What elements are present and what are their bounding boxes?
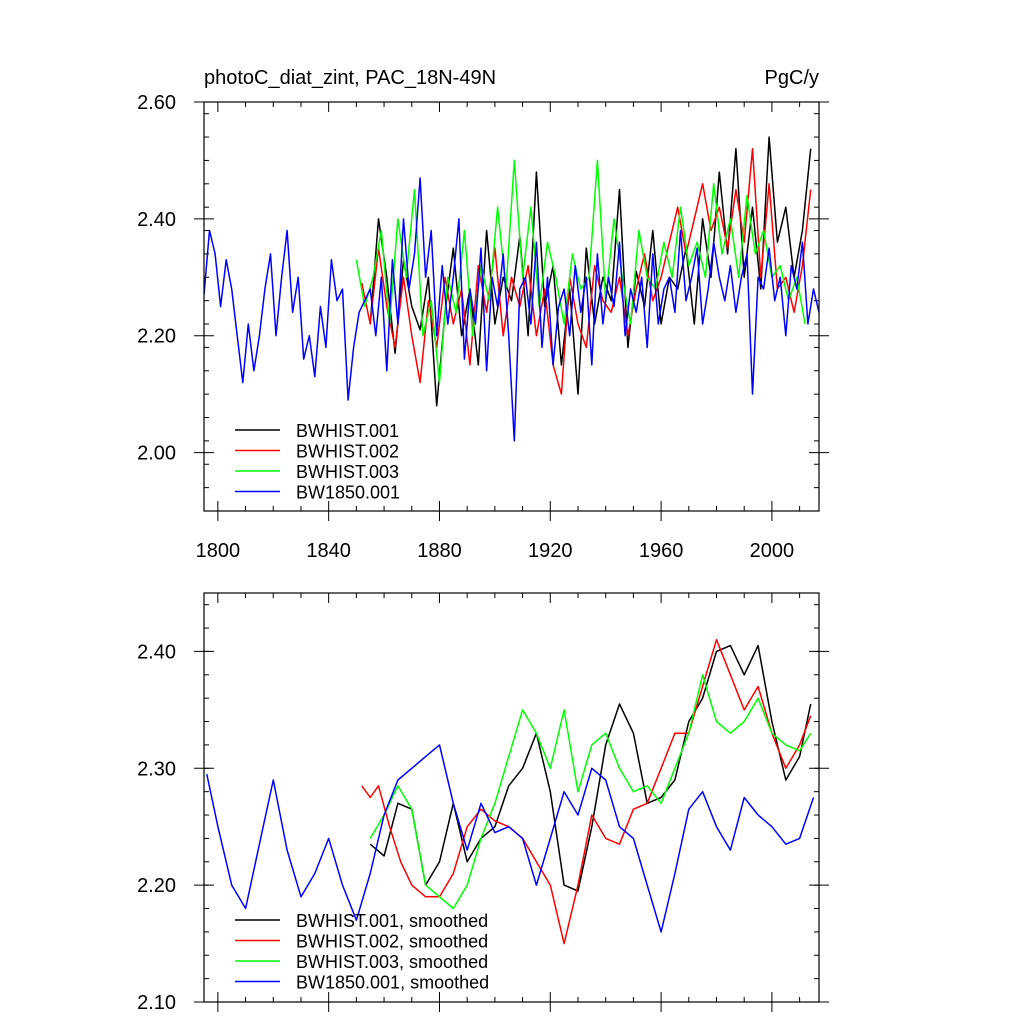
legend-label-bwhist-001-smoothed: BWHIST.001, smoothed: [296, 911, 488, 931]
y-tick-label: 2.10: [137, 992, 176, 1014]
series-line-bw1850-001-smoothed: [206, 744, 815, 933]
series-group: [204, 136, 819, 442]
y-tick-label: 2.30: [137, 758, 176, 780]
series-line-bwhist-002-smoothed: [361, 638, 812, 945]
plot-frame: [203, 101, 820, 512]
plot-frame: [203, 592, 820, 1003]
series-line-bwhist-001: [369, 136, 812, 407]
x-tick-label: 1840: [306, 540, 351, 562]
x-tick-label: 1960: [639, 540, 684, 562]
series-line-bwhist-003: [355, 159, 806, 384]
x-tick-label: 1880: [417, 540, 462, 562]
series-line-bwhist-003-smoothed: [369, 674, 812, 910]
legend-label-bwhist-002-smoothed: BWHIST.002, smoothed: [296, 932, 488, 952]
legend-label-bwhist-002: BWHIST.002: [296, 442, 399, 462]
series-line-bwhist-002: [361, 147, 812, 395]
legend-label-bwhist-003: BWHIST.003: [296, 462, 399, 482]
legend-label-bwhist-003-smoothed: BWHIST.003, smoothed: [296, 952, 488, 972]
units-label: PgC/y: [765, 67, 819, 89]
x-tick-label: 2000: [750, 540, 795, 562]
legend-label-bw1850-001: BW1850.001: [296, 483, 400, 503]
x-tick-label: 1800: [196, 540, 241, 562]
series-group: [206, 638, 815, 945]
legend-label-bwhist-001: BWHIST.001: [296, 421, 399, 441]
x-tick-label: 1920: [528, 540, 573, 562]
y-tick-label: 2.40: [137, 641, 176, 663]
y-tick-label: 2.60: [137, 92, 176, 114]
y-tick-label: 2.20: [137, 875, 176, 897]
chart-title: photoC_diat_zint, PAC_18N-49N: [204, 67, 496, 89]
series-line-bwhist-001-smoothed: [369, 644, 812, 892]
legend-label-bw1850-001-smoothed: BW1850.001, smoothed: [296, 973, 489, 993]
series-line-bw1850-001: [204, 177, 819, 442]
y-tick-label: 2.00: [137, 443, 176, 465]
top-panel: 2.00 2.20 2.40 2.60 1800 1840 1880 1920 1960 2000…: [137, 92, 829, 562]
y-tick-label: 2.40: [137, 209, 176, 231]
y-tick-label: 2.20: [137, 326, 176, 348]
